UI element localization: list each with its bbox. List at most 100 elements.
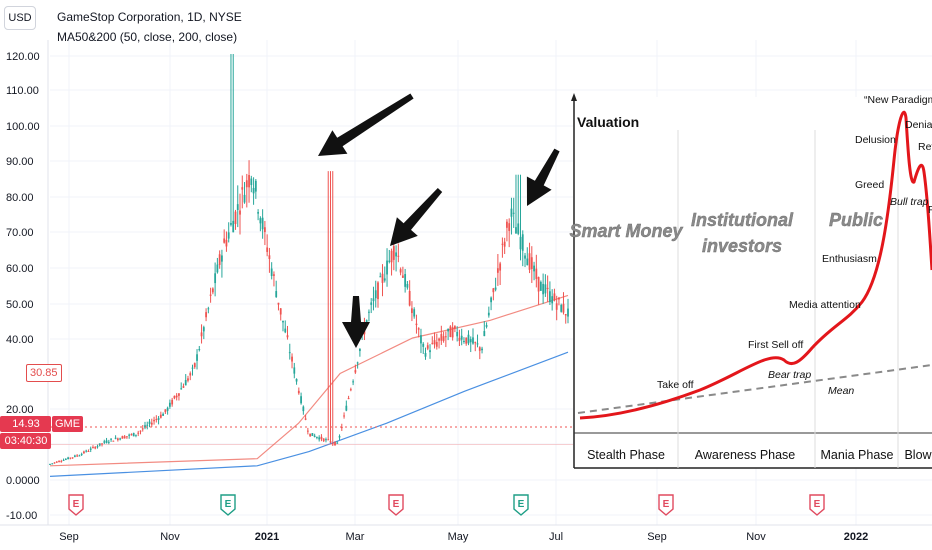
- candle-body: [85, 450, 88, 452]
- x-tick-label: Sep: [647, 531, 667, 543]
- candle-body: [268, 255, 271, 259]
- countdown-badge: 03:40:30: [0, 433, 51, 449]
- earnings-marker[interactable]: E: [513, 494, 529, 516]
- candle-body: [424, 352, 427, 357]
- candle-body: [189, 373, 192, 376]
- candle-body: [157, 418, 160, 420]
- candle-body: [453, 326, 456, 329]
- candle-body: [533, 265, 535, 272]
- candle-body: [159, 414, 162, 418]
- earnings-marker[interactable]: E: [809, 494, 825, 516]
- candle-body: [266, 247, 269, 252]
- arrow-mar-peak: [390, 188, 443, 246]
- candle-body: [119, 438, 122, 440]
- candle-body: [404, 274, 407, 287]
- x-tick-label: Nov: [746, 531, 766, 543]
- candle-body: [67, 457, 69, 460]
- arrow-jan-peak: [318, 93, 414, 156]
- curve-annotation: Enthusiasm: [822, 253, 877, 265]
- y-tick-label: 0.0000: [6, 475, 40, 487]
- x-tick-label: Jul: [549, 531, 563, 543]
- earnings-marker[interactable]: E: [68, 494, 84, 516]
- candle-body: [234, 211, 237, 225]
- candle-body: [370, 302, 373, 305]
- candle-body: [374, 290, 377, 299]
- candle-body: [288, 352, 291, 354]
- candle-body: [349, 389, 352, 391]
- earnings-marker-label: E: [663, 499, 670, 510]
- candle-body: [80, 453, 83, 455]
- candle-body: [173, 395, 176, 399]
- candle-body: [365, 320, 368, 324]
- candle-body: [440, 334, 443, 341]
- candle-body: [168, 402, 171, 407]
- candle-body: [178, 393, 180, 396]
- candle-body: [121, 436, 124, 439]
- candle-body: [490, 297, 492, 303]
- candle-body: [506, 221, 508, 228]
- phase-label: Awareness Phase: [695, 448, 796, 462]
- x-tick-label: Nov: [160, 531, 180, 543]
- candle-body: [521, 234, 524, 251]
- candle-body: [135, 434, 137, 436]
- y-tick-label: 100.00: [6, 121, 40, 133]
- candle-body: [515, 227, 517, 234]
- candle-body: [528, 253, 531, 270]
- candle-body: [171, 399, 174, 405]
- candle-body: [144, 425, 146, 428]
- phase-label: Mania Phase: [821, 448, 894, 462]
- candle-body: [164, 409, 167, 413]
- candle-body: [311, 433, 314, 436]
- candle-body: [415, 323, 418, 326]
- candle-body: [193, 363, 196, 368]
- earnings-marker-label: E: [73, 499, 80, 510]
- candle-body: [293, 367, 296, 374]
- candle-body: [94, 446, 97, 449]
- candle-body: [406, 283, 409, 288]
- candle-body: [476, 343, 479, 345]
- earnings-marker-shape: [513, 494, 529, 516]
- candle-body: [417, 328, 420, 330]
- earnings-marker-label: E: [225, 499, 232, 510]
- curve-annotation: Mean: [828, 385, 854, 397]
- candle-body: [105, 440, 108, 443]
- earnings-marker[interactable]: E: [388, 494, 404, 516]
- candle-body: [261, 217, 264, 230]
- curve-annotation: Bear trap: [768, 369, 811, 381]
- candle-body: [270, 268, 273, 276]
- earnings-marker[interactable]: E: [658, 494, 674, 516]
- candle-body: [435, 341, 438, 347]
- candle-body: [182, 386, 185, 388]
- candle-body: [254, 180, 257, 192]
- curve-annotation: “New Paradigm”!!: [864, 94, 932, 106]
- candle-body: [408, 291, 411, 306]
- x-tick-label: 2022: [844, 531, 868, 543]
- candle-body: [184, 380, 187, 386]
- currency-button[interactable]: USD: [4, 6, 36, 30]
- candle-body: [259, 218, 262, 224]
- candle-body: [123, 436, 126, 439]
- candle-body: [214, 273, 217, 284]
- time-axis: Sep Nov 2021 Mar May Jul Sep Nov 2022: [59, 531, 868, 543]
- candle-body: [336, 442, 339, 444]
- candle-body: [352, 381, 355, 383]
- candle-body: [354, 370, 357, 373]
- candle-body: [209, 294, 212, 296]
- candle-body: [211, 288, 214, 293]
- y-tick-label: 50.00: [6, 299, 34, 311]
- ma200-line: [49, 351, 569, 477]
- phase-label: Stealth Phase: [587, 448, 665, 462]
- candle-body: [322, 438, 325, 442]
- candle-body: [478, 347, 481, 351]
- candle-body: [223, 238, 226, 243]
- earnings-marker-shape: [220, 494, 236, 516]
- earnings-marker[interactable]: E: [220, 494, 236, 516]
- candle-body: [386, 260, 388, 275]
- candle-body: [368, 311, 370, 313]
- price-axis: 120.00 110.00 100.00 90.00 80.00 70.00 60.00 50…: [6, 51, 40, 522]
- candle-body: [544, 284, 547, 294]
- candle-body: [218, 254, 221, 265]
- candle-body: [539, 281, 542, 291]
